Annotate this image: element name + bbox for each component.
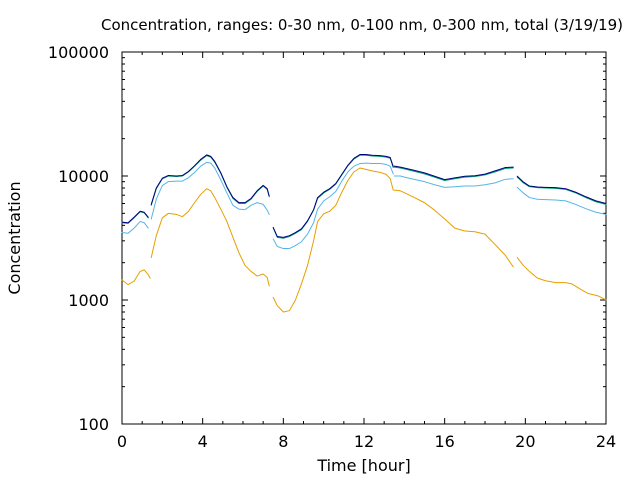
series-2-line-segment <box>393 175 514 188</box>
series-1 <box>121 167 607 313</box>
x-axis-ticks: 0 4 8 12 16 20 24 <box>117 52 616 451</box>
series-2-line-segment <box>516 186 607 215</box>
series-3-line-segment <box>121 211 149 224</box>
series-3-line-segment <box>516 176 607 205</box>
series-1-line-segment <box>150 188 270 287</box>
x-tick-label: 8 <box>278 432 288 451</box>
series-2 <box>121 161 607 250</box>
series-layer <box>121 154 607 313</box>
series-3 <box>121 154 607 239</box>
series-1-line-segment <box>121 269 151 286</box>
y-axis-label: Concentration <box>5 181 24 294</box>
series-4-line-segment <box>150 154 270 205</box>
x-axis-label: Time [hour] <box>316 456 410 475</box>
x-tick-label: 24 <box>596 432 616 451</box>
x-tick-label: 4 <box>198 432 208 451</box>
series-2-line-segment <box>272 162 394 250</box>
plot-area-frame <box>121 51 607 425</box>
series-4-line-segment <box>393 165 514 181</box>
series-4 <box>121 154 607 238</box>
series-2-line-segment <box>150 161 270 220</box>
y-tick-label: 1000 <box>68 291 109 310</box>
x-tick-label: 0 <box>117 432 127 451</box>
series-4-line-segment <box>272 154 394 238</box>
series-1-line-segment <box>272 167 394 313</box>
series-3-line-segment <box>272 154 394 239</box>
series-2-line-segment <box>121 220 149 234</box>
y-tick-label: 100000 <box>48 43 109 62</box>
y-tick-label: 100 <box>78 415 109 434</box>
x-tick-label: 16 <box>434 432 454 451</box>
chart-title: Concentration, ranges: 0-30 nm, 0-100 nm… <box>101 16 623 34</box>
x-tick-label: 12 <box>354 432 374 451</box>
y-tick-label: 10000 <box>58 167 109 186</box>
y-axis-ticks: 100 1000 10000 100000 <box>48 43 606 434</box>
series-3-line-segment <box>393 166 514 181</box>
x-tick-label: 20 <box>515 432 535 451</box>
series-4-line-segment <box>121 210 149 224</box>
series-1-line-segment <box>516 257 607 301</box>
series-1-line-segment <box>393 189 514 268</box>
series-4-line-segment <box>516 175 607 205</box>
